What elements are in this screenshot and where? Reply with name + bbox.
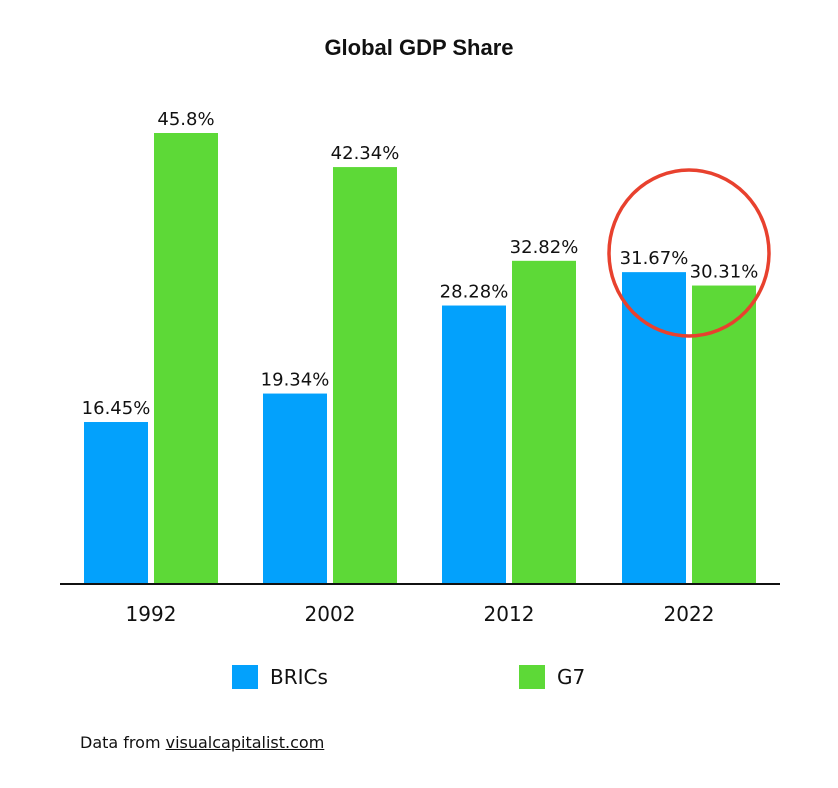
data-label-g7-2012: 32.82% <box>510 237 579 258</box>
x-tick-label-1992: 1992 <box>126 602 177 626</box>
data-label-brics-1992: 16.45% <box>82 398 151 419</box>
x-tick-label-2012: 2012 <box>484 602 535 626</box>
annotation-layer <box>607 168 771 338</box>
data-label-g7-2002: 42.34% <box>331 143 400 164</box>
data-label-g7-1992: 45.8% <box>157 109 214 130</box>
bar-brics-2022 <box>622 272 686 584</box>
source-note: Data from visualcapitalist.com <box>80 733 324 752</box>
bar-g7-1992 <box>154 133 218 584</box>
data-labels-layer: 16.45% 45.8% 19.34% 42.34% 28.28% 32.82% 31.67… <box>82 109 759 419</box>
bar-brics-2012 <box>442 305 506 584</box>
data-label-brics-2012: 28.28% <box>440 282 509 303</box>
source-prefix: Data from <box>80 733 166 752</box>
legend-swatch-g7 <box>519 665 545 689</box>
chart-title: Global GDP Share <box>324 35 513 60</box>
data-label-brics-2002: 19.34% <box>261 370 330 391</box>
bar-brics-1992 <box>84 422 148 584</box>
bar-g7-2002 <box>333 167 397 585</box>
data-label-g7-2022: 30.31% <box>690 262 759 283</box>
x-tick-label-2022: 2022 <box>664 602 715 626</box>
x-tick-label-2002: 2002 <box>305 602 356 626</box>
bar-g7-2022 <box>692 285 756 584</box>
legend: BRICs G7 <box>232 665 585 689</box>
bars-layer <box>84 133 756 585</box>
data-label-brics-2022: 31.67% <box>620 248 689 269</box>
legend-label-brics: BRICs <box>270 665 328 689</box>
bar-g7-2012 <box>512 260 576 584</box>
source-link[interactable]: visualcapitalist.com <box>165 733 325 752</box>
bar-brics-2002 <box>263 393 327 584</box>
x-tick-labels: 1992 2002 2012 2022 <box>126 602 715 626</box>
legend-swatch-brics <box>232 665 258 689</box>
legend-label-g7: G7 <box>557 665 585 689</box>
highlight-circle <box>607 168 771 338</box>
